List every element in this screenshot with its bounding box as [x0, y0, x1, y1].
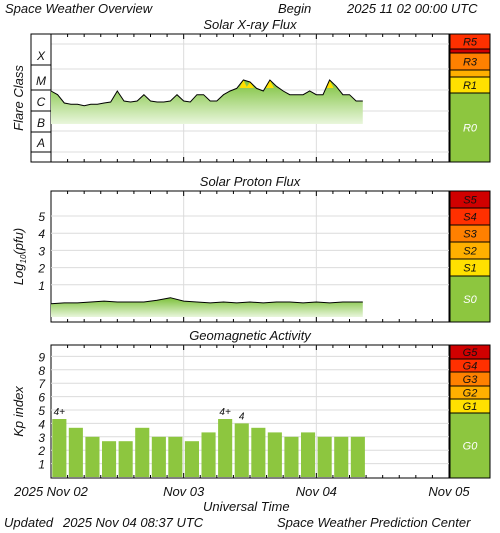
kp-ylabel: Kp index — [11, 386, 26, 437]
org-name: Space Weather Prediction Center — [277, 515, 471, 530]
xray-flare-peak — [325, 80, 334, 88]
kp-bar — [334, 436, 349, 477]
xray-panel-title: Solar X-ray Flux — [203, 17, 297, 32]
kp-scale-label-g2: G2 — [463, 388, 478, 400]
kp-ytick-2: 2 — [37, 444, 45, 458]
proton-ytick-2: 2 — [37, 262, 45, 276]
xray-scale-label-r0: R0 — [463, 123, 478, 135]
kp-bar — [52, 419, 67, 477]
proton-ytick-3: 3 — [38, 244, 45, 258]
kp-ytick-8: 8 — [38, 364, 45, 378]
proton-ytick-1: 1 — [38, 279, 45, 293]
kp-bar — [102, 441, 117, 477]
kp-bar — [234, 423, 249, 477]
xray-ytick-c: C — [37, 95, 46, 109]
kp-bar — [267, 432, 282, 477]
kp-bar — [350, 436, 365, 477]
kp-bar — [184, 441, 199, 477]
proton-flux-area — [51, 297, 363, 317]
kp-scale-label-g4: G4 — [463, 361, 478, 373]
xray-flare-peak — [265, 80, 274, 88]
kp-bar — [85, 436, 100, 477]
xray-scale-label-r1: R1 — [463, 80, 477, 92]
x-tick-label-2: Nov 04 — [296, 484, 337, 499]
kp-scale-label-g1: G1 — [463, 401, 478, 413]
kp-ytick-6: 6 — [38, 391, 45, 405]
kp-bar — [301, 432, 316, 477]
kp-bar — [118, 441, 133, 477]
proton-scale-label-s4: S4 — [463, 212, 476, 224]
xray-scale-band — [449, 92, 491, 163]
kp-ytick-4: 4 — [38, 417, 45, 431]
xray-ytick-m: M — [36, 74, 46, 88]
kp-panel-title: Geomagnetic Activity — [189, 328, 312, 343]
kp-plot-frame — [50, 344, 450, 479]
proton-panel-title: Solar Proton Flux — [200, 174, 301, 189]
kp-ytick-3: 3 — [38, 431, 45, 445]
kp-scale-label-g3: G3 — [463, 374, 479, 386]
xray-scale-band — [449, 69, 491, 78]
kp-bar — [251, 427, 266, 477]
xray-flux-line — [50, 79, 363, 107]
kp-bar — [68, 427, 83, 477]
xray-scale-label-r5: R5 — [463, 37, 478, 49]
x-tick-label-1: Nov 03 — [163, 484, 205, 499]
kp-bar — [151, 436, 166, 477]
xray-scale-band — [449, 48, 491, 54]
xray-ytick-a: A — [36, 136, 45, 150]
x-tick-label-3: Nov 05 — [428, 484, 470, 499]
x-axis-label: Universal Time — [203, 499, 290, 514]
xray-flare-peak — [246, 82, 254, 88]
begin-label: Begin — [278, 1, 312, 16]
kp-scale-label-g0: G0 — [463, 441, 479, 453]
kp-bar — [168, 436, 183, 477]
begin-value: 2025 11 02 00:00 UTC — [347, 1, 478, 16]
kp-ytick-5: 5 — [38, 404, 45, 418]
kp-bar — [284, 436, 299, 477]
updated-label: Updated — [4, 515, 54, 530]
kp-bar — [317, 436, 332, 477]
kp-scale-band — [449, 412, 491, 479]
proton-scale-label-s1: S1 — [463, 263, 476, 275]
proton-scale-label-s5: S5 — [463, 195, 477, 207]
kp-ytick-9: 9 — [38, 350, 45, 364]
proton-scale-label-s2: S2 — [463, 246, 476, 258]
xray-flare-peak — [239, 80, 248, 88]
xray-scale-label-r3: R3 — [463, 57, 478, 69]
kp-ytick-1: 1 — [38, 458, 45, 472]
proton-ytick-5: 5 — [38, 210, 45, 224]
overview-title: Space Weather Overview — [5, 1, 153, 16]
proton-ylabel: Log10(pfu) — [11, 228, 28, 285]
proton-scale-label-s0: S0 — [463, 294, 477, 306]
xray-ylabel: Flare Class — [11, 65, 26, 131]
xray-ytick-b: B — [37, 116, 45, 130]
proton-ytick-4: 4 — [38, 227, 45, 241]
proton-flux-line — [50, 297, 363, 305]
kp-scale-label-g5: G5 — [463, 347, 479, 359]
kp-bar-label: 4+ — [219, 407, 231, 418]
updated-value: 2025 Nov 04 08:37 UTC — [63, 515, 204, 530]
xray-flux-area — [51, 80, 363, 124]
xray-ytick-x: X — [36, 49, 46, 63]
proton-scale-band — [449, 275, 491, 323]
proton-scale-label-s3: S3 — [463, 229, 477, 241]
proton-plot-frame — [50, 190, 450, 323]
kp-bar — [218, 419, 233, 477]
kp-bar — [201, 432, 216, 477]
kp-ytick-7: 7 — [38, 377, 46, 391]
kp-bar-label: 4 — [239, 411, 245, 422]
kp-bar — [135, 427, 150, 477]
x-tick-label-0: 2025 Nov 02 — [13, 484, 88, 499]
kp-bar-label: 4+ — [54, 407, 66, 418]
